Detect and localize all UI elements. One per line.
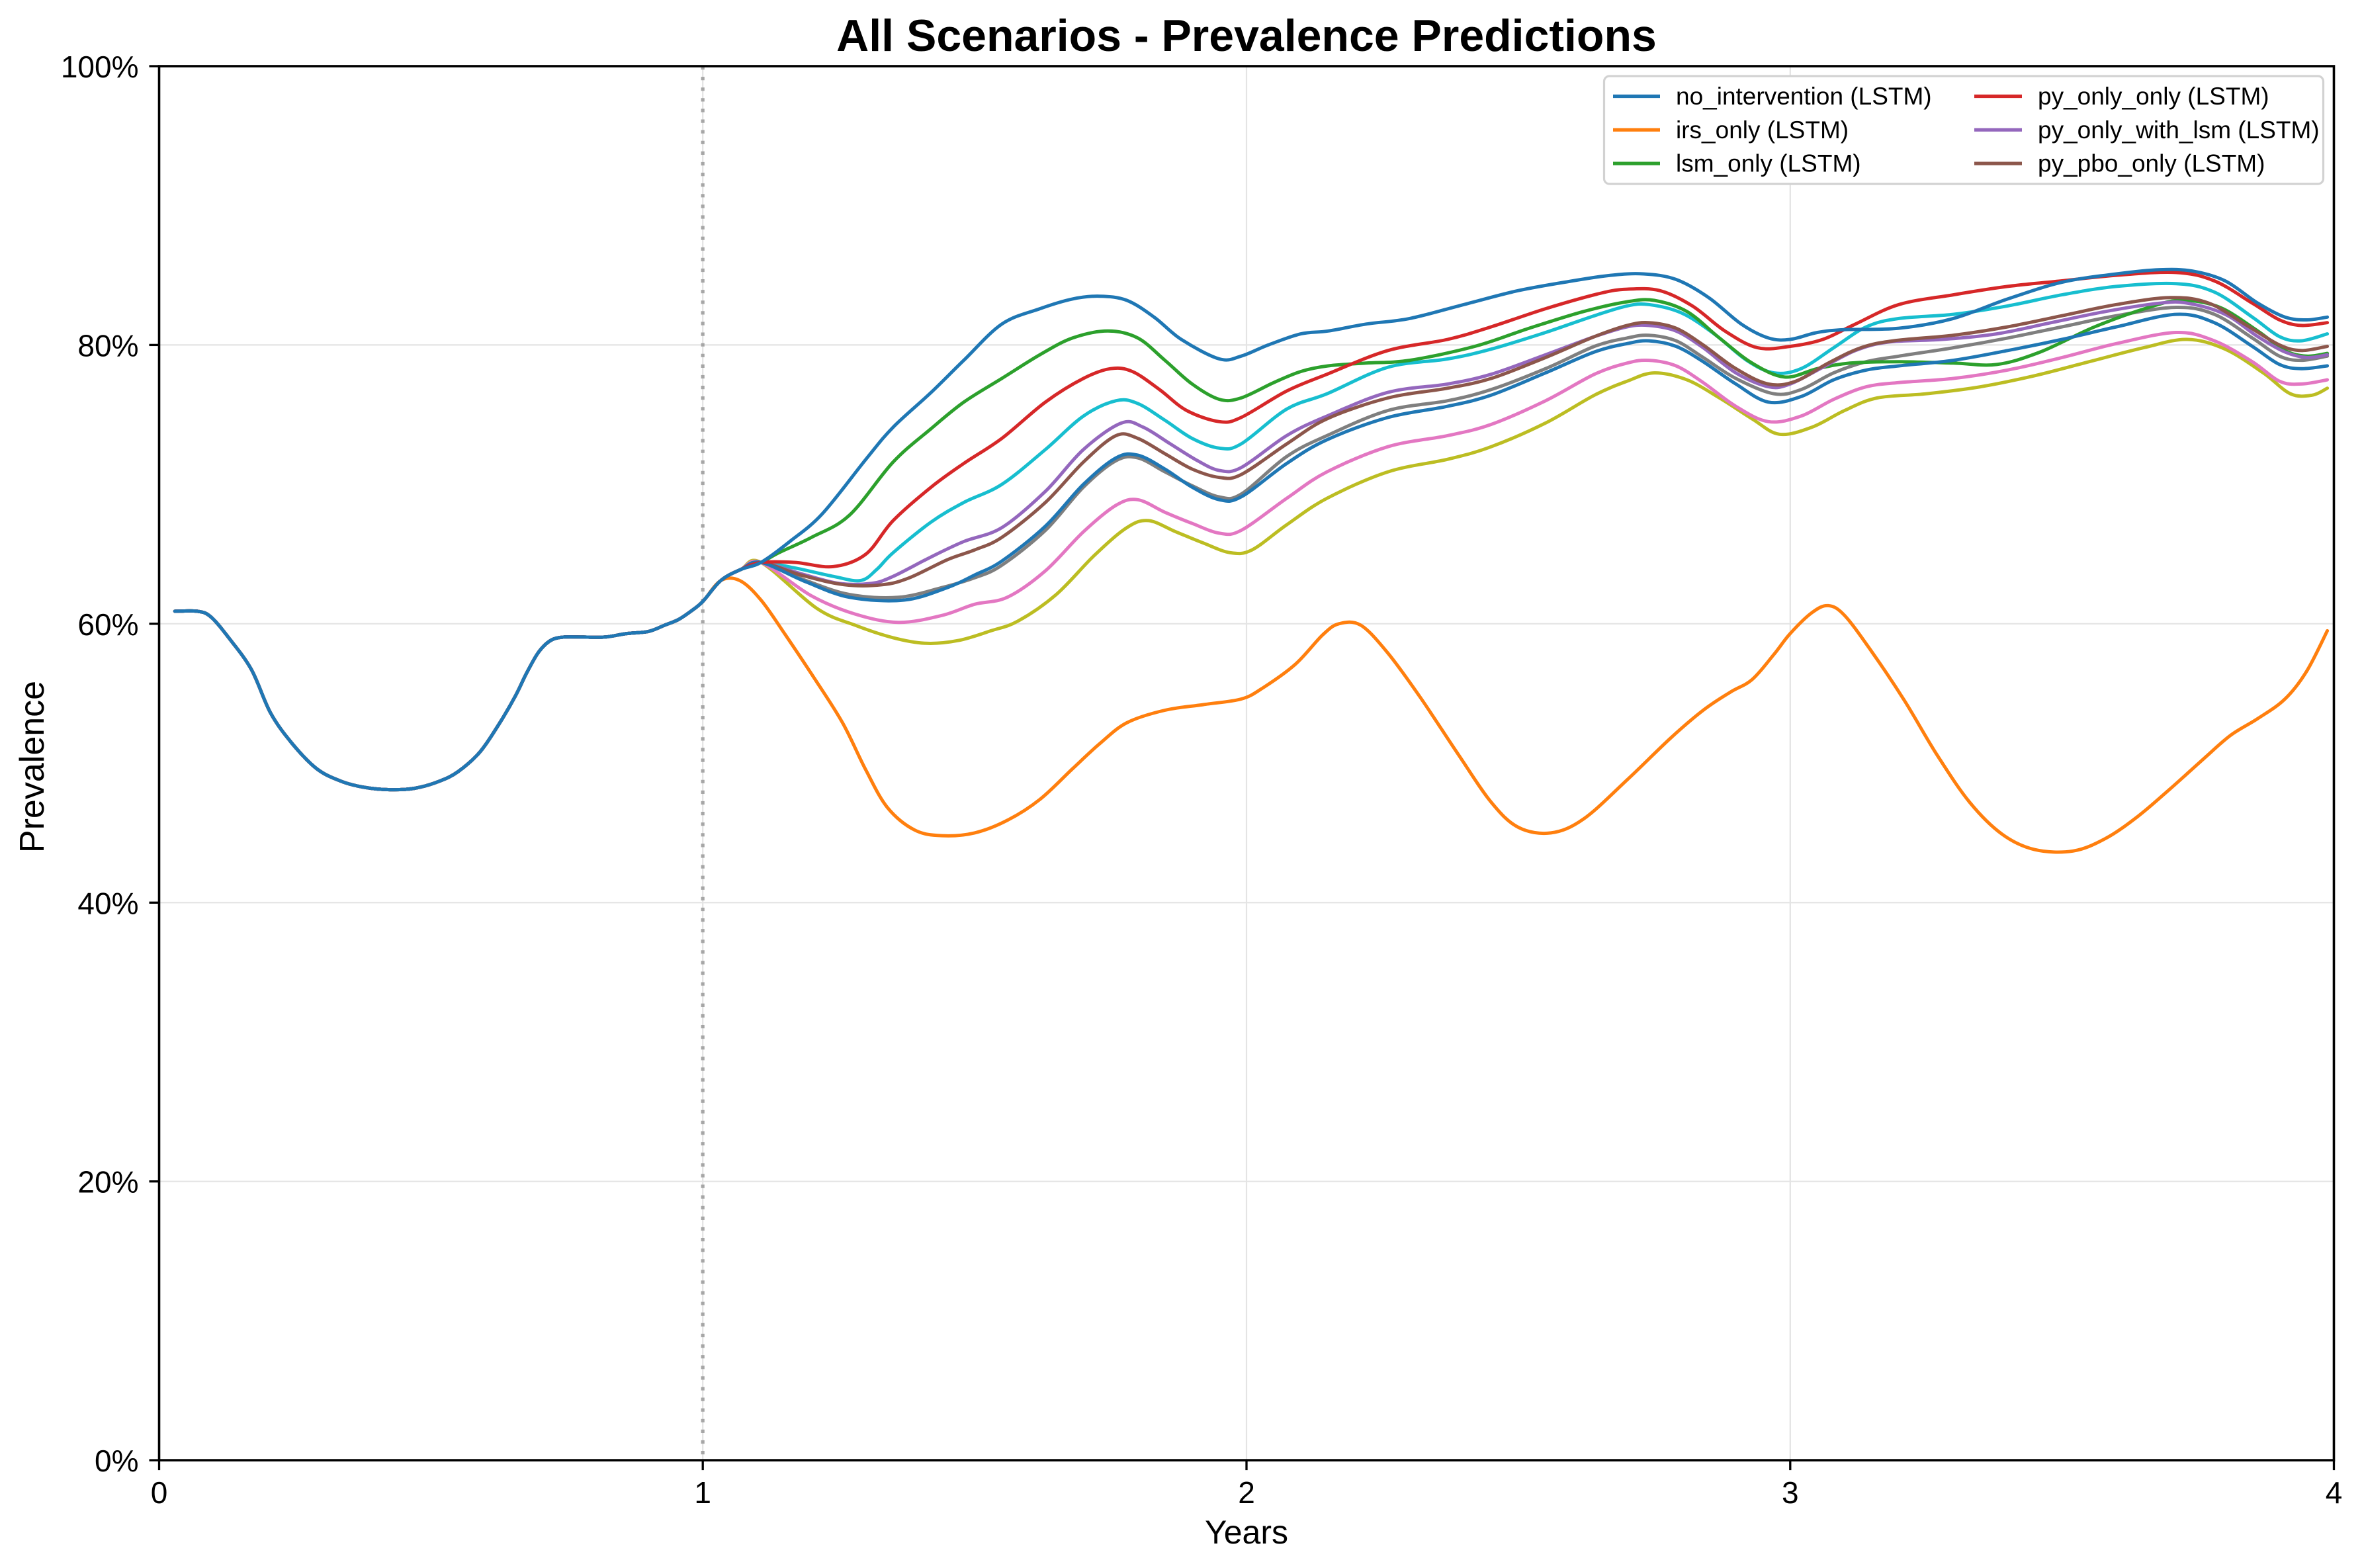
svg-text:Years: Years xyxy=(1205,1514,1288,1551)
svg-text:60%: 60% xyxy=(77,607,138,642)
svg-text:4: 4 xyxy=(2326,1475,2343,1510)
svg-text:2: 2 xyxy=(1238,1475,1255,1510)
svg-text:40%: 40% xyxy=(77,886,138,920)
svg-text:py_only_only (LSTM): py_only_only (LSTM) xyxy=(2038,83,2269,110)
svg-text:0%: 0% xyxy=(95,1444,138,1478)
svg-text:lsm_only (LSTM): lsm_only (LSTM) xyxy=(1676,150,1861,177)
svg-text:80%: 80% xyxy=(77,328,138,363)
svg-text:py_only_with_lsm (LSTM): py_only_with_lsm (LSTM) xyxy=(2038,116,2320,144)
svg-text:Prevalence: Prevalence xyxy=(13,681,52,853)
svg-text:100%: 100% xyxy=(61,50,139,84)
svg-text:20%: 20% xyxy=(77,1165,138,1199)
svg-text:3: 3 xyxy=(1782,1475,1799,1510)
svg-text:py_pbo_only (LSTM): py_pbo_only (LSTM) xyxy=(2038,150,2265,177)
svg-text:0: 0 xyxy=(151,1475,168,1510)
svg-text:no_intervention (LSTM): no_intervention (LSTM) xyxy=(1676,83,1932,110)
svg-text:All Scenarios - Prevalence Pre: All Scenarios - Prevalence Predictions xyxy=(836,11,1657,61)
svg-text:1: 1 xyxy=(694,1475,711,1510)
svg-text:irs_only (LSTM): irs_only (LSTM) xyxy=(1676,116,1849,144)
